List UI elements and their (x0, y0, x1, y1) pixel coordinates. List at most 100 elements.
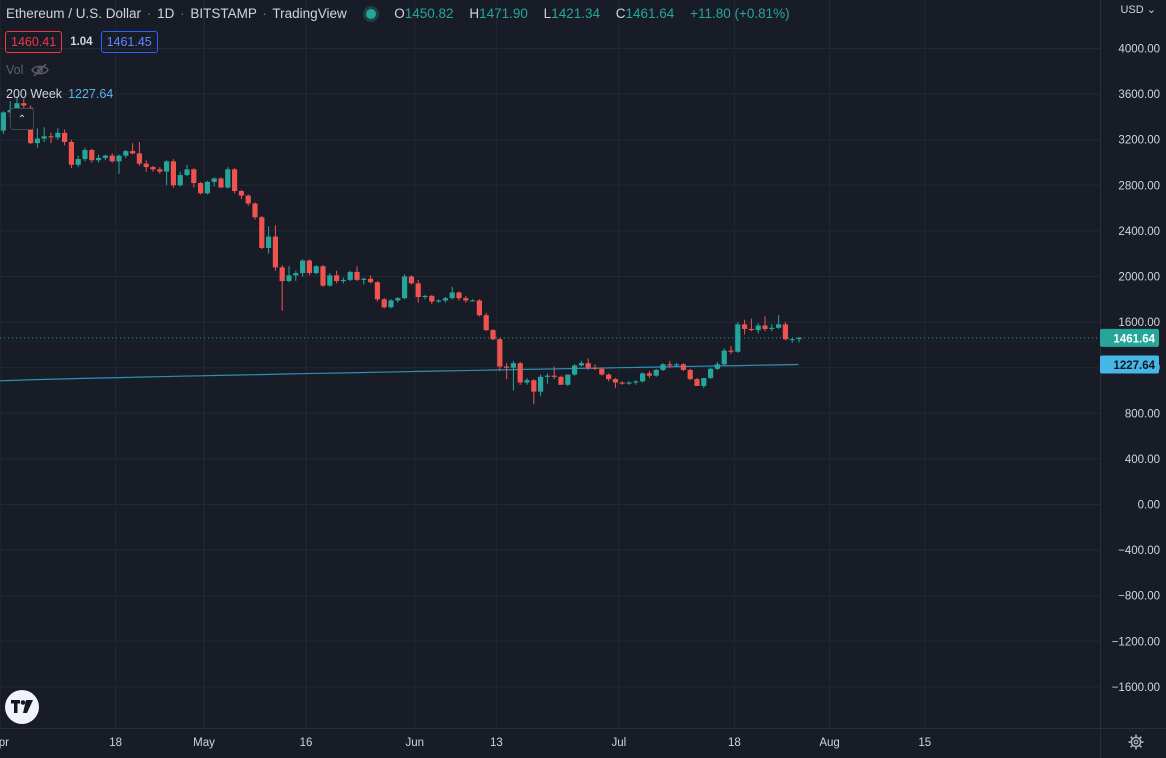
candle-body (415, 283, 421, 298)
candle-body (143, 163, 149, 168)
collapse-legend-button[interactable]: ⌃ (10, 108, 34, 130)
candle (578, 360, 584, 367)
y-tick-label: 1600.00 (1118, 317, 1160, 329)
candle (116, 154, 122, 174)
candle (653, 368, 659, 377)
candle (415, 279, 421, 303)
candle (68, 139, 74, 169)
candle-body (266, 236, 272, 248)
candle (667, 360, 673, 368)
candle (470, 299, 476, 302)
candle (388, 299, 394, 309)
exchange-label: BITSTAMP (190, 6, 257, 21)
candle-body (646, 373, 652, 376)
candle-body (653, 369, 659, 376)
candle-body (259, 217, 265, 248)
candle-body (177, 175, 183, 186)
currency-label: USD (1120, 4, 1144, 16)
interval-label[interactable]: 1D (157, 6, 175, 21)
candle (504, 363, 510, 380)
buy-price-button[interactable]: 1461.45 (100, 31, 158, 53)
candle-body (483, 315, 489, 331)
candle-body (585, 363, 591, 368)
candle-body (708, 368, 714, 378)
candle-body (238, 191, 244, 196)
candle (572, 364, 578, 376)
candle-body (612, 379, 618, 383)
candle-body (306, 260, 312, 274)
x-tick-label: 16 (300, 737, 313, 749)
close-key: C (615, 6, 626, 21)
candle-body (368, 278, 374, 283)
sell-price-button[interactable]: 1460.41 (5, 31, 63, 53)
candle-body (96, 157, 102, 161)
candle-body (531, 380, 537, 392)
candle (490, 328, 496, 341)
candle-body (442, 298, 448, 301)
symbol-name[interactable]: Ethereum / U.S. Dollar (6, 6, 142, 21)
candle (368, 275, 374, 284)
candle-body (578, 363, 584, 366)
y-tick-label: 3200.00 (1118, 135, 1160, 147)
candle (776, 315, 782, 329)
ma-layer (0, 363, 799, 382)
candle-body (130, 151, 136, 154)
candle-body (395, 298, 401, 301)
candle-body (674, 364, 680, 366)
candle-body (572, 365, 578, 375)
spread-value: 1.04 (70, 36, 93, 48)
x-tick-label: Jun (406, 737, 425, 749)
candles-layer (0, 96, 802, 405)
candle-body (347, 271, 353, 280)
candle (721, 348, 727, 366)
candle (381, 298, 387, 309)
candle (157, 167, 163, 174)
candle-body (68, 141, 74, 165)
candle (395, 297, 401, 303)
candle-body (599, 368, 605, 375)
candle-body (490, 330, 496, 340)
candle (313, 265, 319, 275)
candle (762, 316, 768, 332)
candle (680, 363, 686, 372)
market-status-icon[interactable] (366, 9, 377, 19)
x-tick-label: 13 (490, 737, 503, 749)
candle-body (748, 328, 754, 331)
candle-body (164, 161, 170, 172)
volume-indicator[interactable]: Vol (6, 63, 50, 77)
last-price-tag-text: 1461.64 (1113, 333, 1155, 345)
candle-body (0, 112, 6, 131)
candle-body (796, 337, 802, 340)
candle (456, 291, 462, 301)
x-tick-label: May (193, 737, 215, 749)
currency-selector[interactable]: USD ⌄ (1120, 3, 1156, 16)
candle (62, 129, 68, 146)
candle (164, 160, 170, 186)
ma-indicator[interactable]: 200 Week 1227.64 (6, 87, 113, 101)
candle (558, 375, 564, 385)
candle (293, 270, 299, 282)
candle-body (48, 136, 54, 138)
candle-body (408, 276, 414, 284)
hidden-eye-icon[interactable] (31, 63, 50, 77)
candle (177, 171, 183, 187)
candle (136, 141, 142, 166)
candle (449, 286, 455, 300)
candle-body (191, 169, 197, 184)
candle (320, 265, 326, 287)
candle-body (340, 279, 346, 282)
candle-body (701, 377, 707, 386)
candle-body (150, 167, 156, 170)
tradingview-logo-icon[interactable] (5, 690, 39, 724)
settings-gear-icon[interactable] (1128, 734, 1144, 750)
chevron-down-icon: ⌄ (1146, 4, 1156, 16)
candle-body (742, 324, 748, 329)
candle-body (463, 298, 469, 301)
candle-body (313, 266, 319, 274)
candle (204, 180, 210, 195)
candle (354, 266, 360, 282)
candle-body (694, 379, 700, 386)
candle-body (252, 203, 258, 218)
candle-body (776, 324, 782, 328)
